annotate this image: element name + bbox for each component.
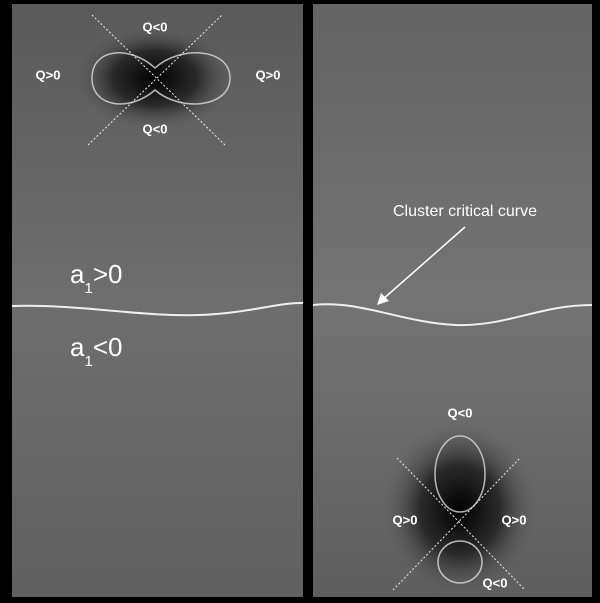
dotted-line: [87, 14, 223, 146]
dotted-line: [91, 14, 226, 146]
left-lens: [12, 14, 303, 317]
symbol: a: [70, 332, 85, 362]
quadrant-label: Q<0: [448, 405, 473, 420]
critical-curve: [434, 435, 486, 513]
quadrant-label: Q>0: [393, 512, 418, 527]
subscript: 1: [84, 280, 92, 297]
dotted-line: [396, 457, 526, 591]
symbol: a: [70, 259, 85, 289]
relation: <0: [93, 332, 123, 362]
right-lens: [313, 303, 592, 597]
relation: >0: [93, 259, 123, 289]
cluster-critical-curve: [313, 303, 592, 327]
quadrant-label: Q>0: [502, 512, 527, 527]
annotation-arrow: [381, 226, 466, 301]
critical-curve: [437, 540, 483, 584]
cluster-critical-curve: [12, 301, 303, 317]
quadrant-label: Q>0: [256, 67, 281, 82]
dotted-line: [392, 457, 521, 591]
quadrant-label: Q<0: [143, 19, 168, 34]
quadrant-label: Q>0: [36, 67, 61, 82]
quadrant-label: Q<0: [483, 575, 508, 590]
lens-shadow: [380, 420, 540, 597]
quadrant-label: Q<0: [143, 121, 168, 136]
lens-shadow: [70, 23, 240, 133]
region-label: a1>0: [70, 259, 122, 297]
subscript: 1: [84, 353, 92, 370]
arrow-head: [377, 293, 389, 305]
region-label: a1<0: [70, 332, 122, 370]
critical-curve: [91, 52, 231, 105]
annotation: Cluster critical curve: [393, 203, 537, 220]
